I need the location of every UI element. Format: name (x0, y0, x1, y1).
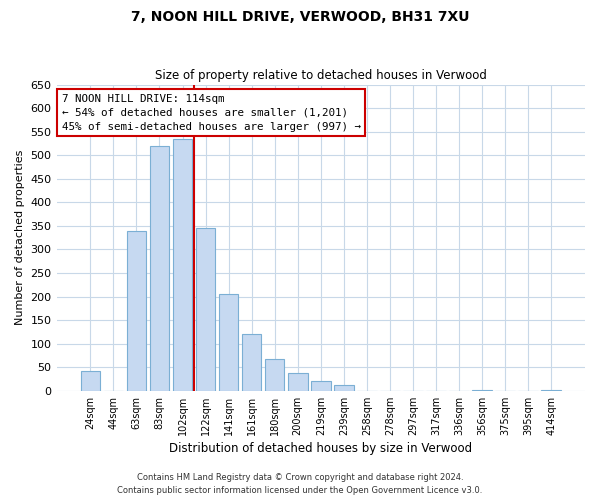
Text: 7 NOON HILL DRIVE: 114sqm
← 54% of detached houses are smaller (1,201)
45% of se: 7 NOON HILL DRIVE: 114sqm ← 54% of detac… (62, 94, 361, 132)
Bar (149, 146, 169, 391)
Bar (288, 373, 308, 391)
Text: Contains HM Land Registry data © Crown copyright and database right 2024.
Contai: Contains HM Land Registry data © Crown c… (118, 474, 482, 495)
Bar (472, 390, 492, 391)
Bar (334, 384, 353, 391)
X-axis label: Distribution of detached houses by size in Verwood: Distribution of detached houses by size … (169, 442, 472, 455)
Bar (265, 360, 284, 391)
Bar (196, 228, 215, 391)
Y-axis label: Number of detached properties: Number of detached properties (15, 150, 25, 326)
Bar (541, 390, 561, 391)
Bar (311, 382, 331, 391)
Bar (219, 294, 238, 391)
Title: Size of property relative to detached houses in Verwood: Size of property relative to detached ho… (155, 69, 487, 82)
Bar (80, 371, 100, 391)
Bar (242, 334, 262, 391)
Text: 7, NOON HILL DRIVE, VERWOOD, BH31 7XU: 7, NOON HILL DRIVE, VERWOOD, BH31 7XU (131, 10, 469, 24)
Bar (173, 138, 193, 391)
Bar (127, 230, 146, 391)
